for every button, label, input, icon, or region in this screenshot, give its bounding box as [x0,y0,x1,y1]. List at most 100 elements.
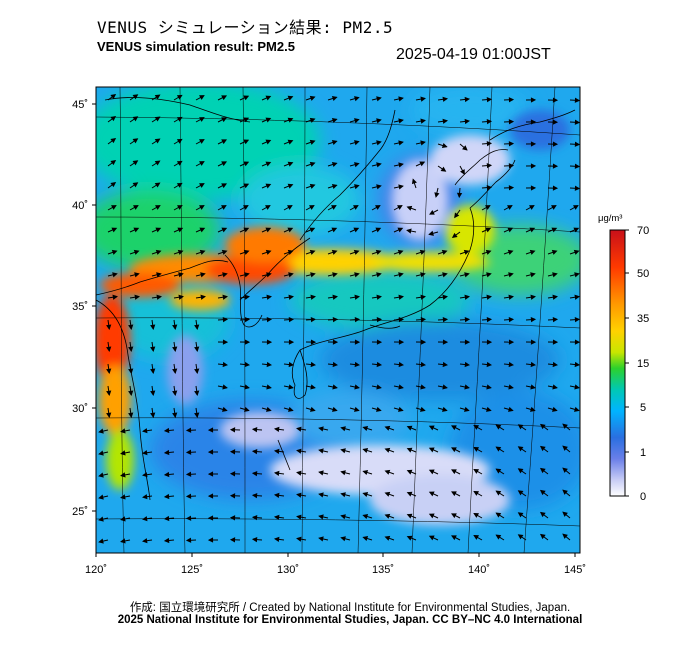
wind-arrow-head [266,406,272,412]
wind-arrow-head [529,227,536,233]
wind-arrow-head [574,294,580,300]
wind-arrow-head [177,249,184,255]
wind-arrow-head [508,317,515,323]
wind-arrow-head [486,406,492,412]
wind-arrow-head [120,538,126,544]
concentration-field [96,87,580,553]
wind-arrow-head [530,294,536,300]
wind-arrow-head [464,384,470,390]
wind-arrow-head [309,205,315,210]
wind-arrow-head [473,490,480,496]
wind-arrow-head [462,145,468,151]
wind-arrow-head [199,161,205,166]
wind-arrow-head [574,272,580,278]
wind-arrow-head [464,294,470,300]
wind-arrow-head [495,490,502,496]
wind-arrow-head [495,512,502,518]
wind-arrow-head [354,140,360,146]
wind-arrow-head [406,425,413,431]
wind-arrow-head [332,406,338,412]
wind-arrow-head [318,426,324,432]
copyright-line: 2025 National Institute for Environmenta… [0,614,700,626]
wind-arrow-head [508,141,515,147]
wind-arrow-head [185,427,192,433]
wind-arrow-head [398,361,405,368]
wind-arrow-head [331,161,338,168]
wind-arrow-head [574,317,580,323]
wind-arrow-head [155,249,162,255]
wind-arrow-head [229,471,236,477]
wind-arrow-head [141,538,148,544]
wind-arrow-head [222,384,228,390]
wind-arrow-head [397,249,404,255]
wind-arrow-head [163,515,170,522]
wind-arrow-head [530,97,537,103]
wind-arrow-head [287,95,294,101]
wind-arrow-head [221,139,227,145]
wind-arrow-head [273,536,280,542]
wind-arrow-head [495,534,502,540]
wind-arrow-head [442,96,448,102]
wind-arrow-head [398,140,404,146]
wind-arrow-head [486,317,493,323]
wind-arrow-head [244,384,250,390]
wind-arrow-head [318,448,324,454]
wind-arrow-head [573,249,580,255]
wind-arrow-head [340,470,346,476]
wind-arrow-head [530,339,537,345]
wind-arrow-head [229,537,236,543]
wind-arrow-head [362,536,369,542]
title-japanese: VENUS シミュレーション結果: PM2.5 [97,18,394,37]
wind-arrow-head [442,384,448,390]
wind-arrow-head [398,294,404,300]
wind-arrow-head [473,424,480,430]
wind-arrow-head [221,249,228,255]
wind-arrow-head [207,537,214,543]
wind-arrow-head [172,390,178,396]
wind-arrow-head [442,294,448,300]
wind-arrow-head [485,227,492,233]
wind-arrow-head [309,249,316,255]
wind-arrow-head [495,468,502,474]
wind-arrow-head [376,272,382,278]
wind-arrow-head [362,470,369,476]
wind-arrow-head [244,361,251,368]
wind-arrow-head [243,205,249,210]
wind-arrow-head [539,423,546,430]
wind-arrow-head [428,535,435,541]
wind-arrow-head [110,93,117,100]
wind-arrow-head [288,294,294,300]
wind-arrow-head [530,119,537,125]
wind-arrow-head [539,533,546,540]
wind-arrow-head [442,361,449,368]
wind-arrow-head [243,183,250,189]
wind-arrow-head [251,448,258,455]
wind-arrow-head [574,384,580,390]
wind-arrow-head [141,428,148,434]
wind-arrow-head [485,205,491,210]
wind-arrow-head [420,118,426,124]
wind-arrow-head [128,368,134,374]
wind-arrow-head [398,162,404,168]
wind-arrow-head [265,139,272,145]
wind-arrow-head [508,97,515,103]
wind-arrow-head [273,426,280,432]
wind-arrow-head [310,361,317,368]
wind-arrow-head [442,317,449,323]
pm25-map: 45˚ 40˚ 35˚ 30˚ 25˚ 120˚ 125˚ 130˚ 135˚ … [72,86,649,576]
wind-arrow-head [199,205,205,210]
wind-arrow-head [155,227,162,233]
wind-arrow-head [229,493,236,499]
wind-arrow-head [562,423,568,429]
wind-arrow-head [340,448,346,454]
wind-arrow-head [552,406,558,412]
wind-arrow-head [428,425,435,431]
wind-arrow-head [332,317,339,323]
lat-axis: 45˚ 40˚ 35˚ 30˚ 25˚ [72,99,96,518]
wind-arrow-head [486,162,493,169]
wind-arrow-head [434,192,440,198]
wind-arrow-head [266,272,272,278]
wind-arrow-head [309,117,316,123]
wind-arrow-head [420,294,426,300]
wind-arrow-head [310,339,317,345]
